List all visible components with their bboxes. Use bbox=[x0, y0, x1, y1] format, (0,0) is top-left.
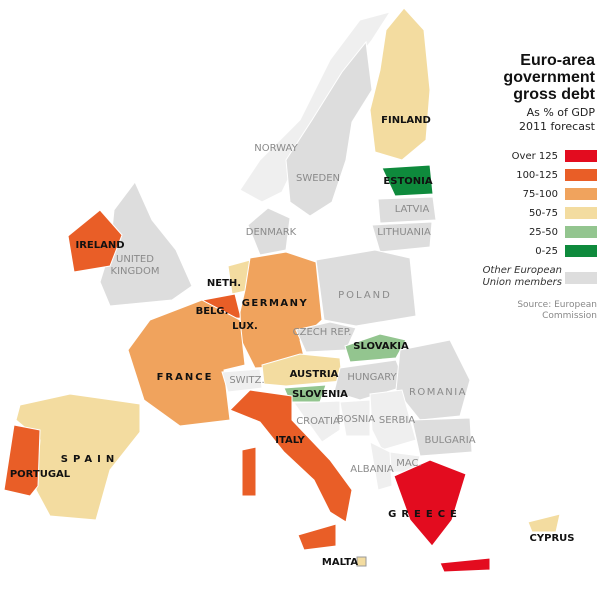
country-shape bbox=[3, 424, 41, 497]
country-shape bbox=[67, 209, 123, 273]
country-shape bbox=[344, 333, 407, 363]
source: Source: European Commission bbox=[517, 300, 597, 321]
legend-label: 25-50 bbox=[529, 227, 558, 238]
legend-swatch bbox=[565, 207, 597, 219]
country-shape bbox=[285, 40, 373, 217]
country-label: SLOVAKIA bbox=[353, 341, 409, 352]
legend-label: 50-75 bbox=[529, 208, 558, 219]
country-shape bbox=[411, 417, 473, 457]
legend-swatch bbox=[565, 150, 597, 162]
country-shape bbox=[371, 221, 433, 253]
legend-label: 100-125 bbox=[516, 170, 558, 181]
country-shape bbox=[395, 339, 471, 421]
country-label: MALTA bbox=[322, 557, 358, 568]
country-label: ESTONIA bbox=[383, 176, 432, 187]
country-shape bbox=[369, 7, 431, 161]
country-shape bbox=[229, 389, 353, 523]
legend-swatch bbox=[565, 169, 597, 181]
country-label: PORTUGAL bbox=[10, 469, 71, 480]
legend-swatch bbox=[565, 272, 597, 284]
country-label: SERBIA bbox=[379, 415, 415, 426]
legend-swatch bbox=[565, 245, 597, 257]
country-label: LUX. bbox=[232, 321, 258, 332]
legend-label: 75-100 bbox=[523, 189, 558, 200]
country-shape bbox=[369, 389, 417, 451]
subtitle: As % of GDP 2011 forecast bbox=[519, 106, 595, 133]
country-shape bbox=[297, 523, 337, 551]
country-label: NORWAY bbox=[254, 143, 298, 154]
country-shape bbox=[369, 441, 393, 491]
country-label: HUNGARY bbox=[347, 372, 397, 383]
country-shape bbox=[221, 368, 263, 393]
country-label: CROATIA bbox=[296, 416, 340, 427]
country-shape bbox=[315, 249, 417, 327]
country-label: SPAIN bbox=[61, 454, 119, 465]
country-shape bbox=[127, 299, 246, 427]
country-label: GERMANY bbox=[242, 298, 309, 309]
country-label: ALBANIA bbox=[350, 464, 394, 475]
country-label: MAC. bbox=[396, 458, 421, 469]
country-label: SWEDEN bbox=[296, 173, 340, 184]
country-shape bbox=[295, 321, 357, 353]
country-shape bbox=[393, 459, 467, 547]
legend-label: 0-25 bbox=[535, 246, 558, 257]
country-label: AUSTRIA bbox=[290, 369, 339, 380]
country-shape bbox=[377, 196, 437, 224]
country-label: FINLAND bbox=[381, 115, 431, 126]
country-label: UNITED KINGDOM bbox=[110, 254, 160, 277]
country-shape bbox=[381, 164, 434, 197]
country-label: LITHUANIA bbox=[377, 227, 431, 238]
country-shape bbox=[241, 446, 257, 497]
country-label: IRELAND bbox=[75, 240, 124, 251]
country-label: NETH. bbox=[207, 278, 241, 289]
country-label: CZECH REP. bbox=[293, 327, 352, 338]
country-label: SLOVENIA bbox=[292, 389, 348, 400]
country-label: GREECE bbox=[388, 509, 462, 520]
country-shape bbox=[356, 556, 367, 567]
title: Euro-area government gross debt bbox=[503, 52, 595, 103]
legend-swatch bbox=[565, 188, 597, 200]
country-label: CYPRUS bbox=[530, 533, 575, 544]
country-label: BELG. bbox=[196, 306, 229, 317]
legend-label: Other European Union members bbox=[482, 265, 562, 288]
country-label: BOSNIA bbox=[337, 414, 375, 425]
country-label: ITALY bbox=[275, 435, 305, 446]
legend: Over 125 100-125 75-100 50-75 25-50 0-25 bbox=[512, 150, 597, 257]
countries bbox=[3, 7, 561, 573]
country-label: SWITZ. bbox=[229, 375, 264, 386]
country-label: FRANCE bbox=[157, 372, 214, 383]
legend-label: Over 125 bbox=[512, 151, 558, 162]
country-label: BULGARIA bbox=[424, 435, 475, 446]
country-shape bbox=[439, 557, 491, 573]
country-label: DENMARK bbox=[246, 227, 297, 238]
country-labels: FINLAND ESTONIA NORWAY SWEDEN LATVIA LITHUANI… bbox=[10, 115, 575, 568]
country-label: POLAND bbox=[338, 290, 392, 301]
country-shape bbox=[293, 400, 341, 443]
country-shape bbox=[527, 513, 561, 533]
country-shape bbox=[247, 207, 291, 256]
legend-swatch bbox=[565, 226, 597, 238]
country-label: LATVIA bbox=[395, 204, 430, 215]
country-label: ROMANIA bbox=[409, 387, 467, 398]
country-shape bbox=[339, 399, 371, 437]
